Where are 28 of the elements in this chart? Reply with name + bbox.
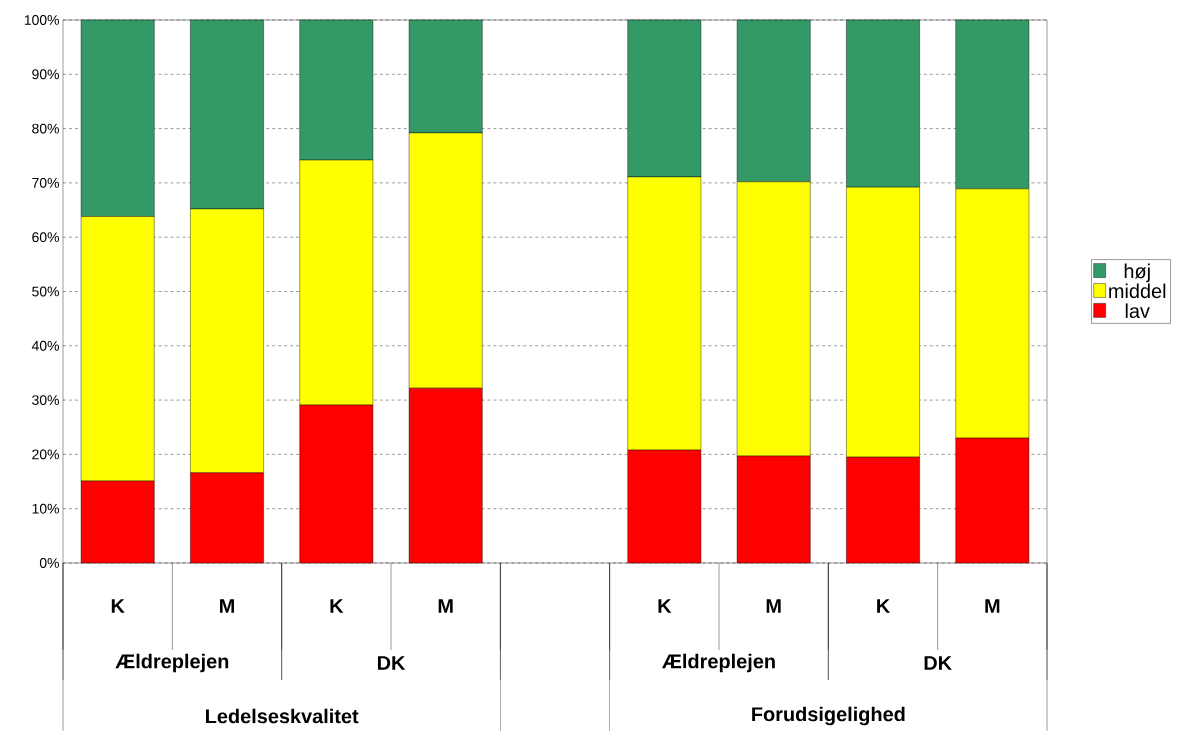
- y-tick-label: 100%: [24, 15, 59, 25]
- y-tick-label: 80%: [32, 123, 59, 134]
- text: Forudsigelighed: [752, 706, 905, 726]
- x-tick-label: M: [766, 599, 781, 613]
- x-tick-label: M: [985, 599, 1000, 613]
- text: DK: [377, 656, 406, 670]
- x-tick-label: K: [111, 599, 125, 613]
- x-tick-label: M: [438, 599, 453, 613]
- y-tick-label: 0%: [39, 558, 59, 568]
- x-tick-label: K: [877, 599, 891, 613]
- y-tick-label: 30%: [32, 395, 59, 406]
- text: Ældreplejen: [115, 653, 229, 673]
- y-tick-label: 10%: [32, 503, 59, 514]
- legend-label: lav: [1125, 303, 1150, 319]
- legend-label: høj: [1124, 263, 1150, 283]
- x-tick-label: K: [658, 599, 672, 613]
- x-tick-label: M: [220, 599, 234, 613]
- legend-label: middel: [1109, 283, 1166, 299]
- y-tick-label: 90%: [32, 69, 59, 80]
- text: DK: [924, 656, 952, 670]
- y-tick-label: 40%: [31, 340, 59, 351]
- x-tick-label: K: [330, 599, 344, 613]
- y-tick-label: 70%: [32, 177, 59, 188]
- text: Ældreplejen: [662, 653, 775, 673]
- y-tick-label: 50%: [32, 286, 59, 297]
- y-tick-label: 20%: [32, 449, 59, 460]
- text: Ledelseskvalitet: [206, 708, 359, 724]
- y-tick-label: 60%: [32, 232, 59, 243]
